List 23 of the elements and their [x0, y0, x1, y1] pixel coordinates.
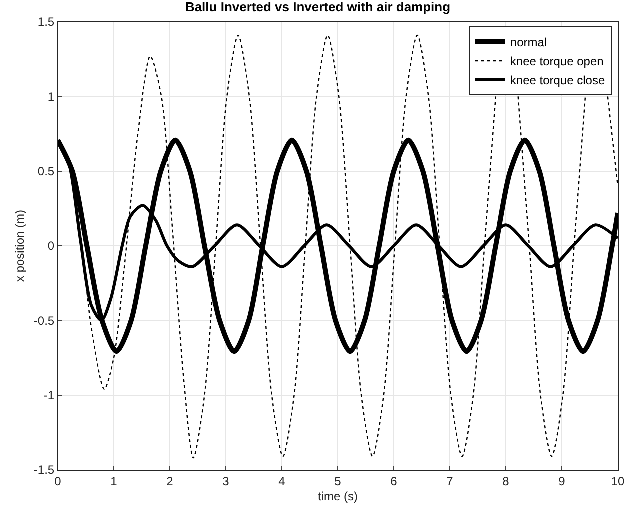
y-tick-label: -1 [44, 388, 55, 403]
y-tick-label: -1.5 [34, 463, 55, 478]
x-tick-label: 3 [222, 474, 230, 488]
legend-label: normal [510, 36, 548, 50]
y-tick-label: 1 [48, 90, 55, 104]
x-tick-label: 10 [611, 474, 625, 488]
x-tick-label: 5 [334, 474, 342, 488]
y-tick-label: 0.5 [38, 164, 55, 179]
x-tick-label: 2 [166, 474, 174, 488]
x-tick-label: 8 [502, 474, 510, 488]
y-axis-title: x position (m) [13, 210, 28, 282]
x-tick-label: 6 [390, 474, 398, 488]
x-axis-title: time (s) [318, 489, 358, 504]
x-tick-label: 4 [278, 474, 286, 488]
x-tick-label: 7 [446, 474, 454, 488]
y-tick-label: 0 [48, 239, 55, 254]
legend-label: knee torque open [510, 54, 604, 69]
y-tick-label: -0.5 [34, 314, 55, 328]
x-tick-label: 1 [110, 474, 118, 488]
chart-title: Ballu Inverted vs Inverted with air damping [185, 0, 451, 15]
x-tick-label: 9 [558, 474, 566, 488]
legend-label: knee torque close [510, 74, 606, 88]
y-tick-label: 1.5 [38, 15, 55, 30]
